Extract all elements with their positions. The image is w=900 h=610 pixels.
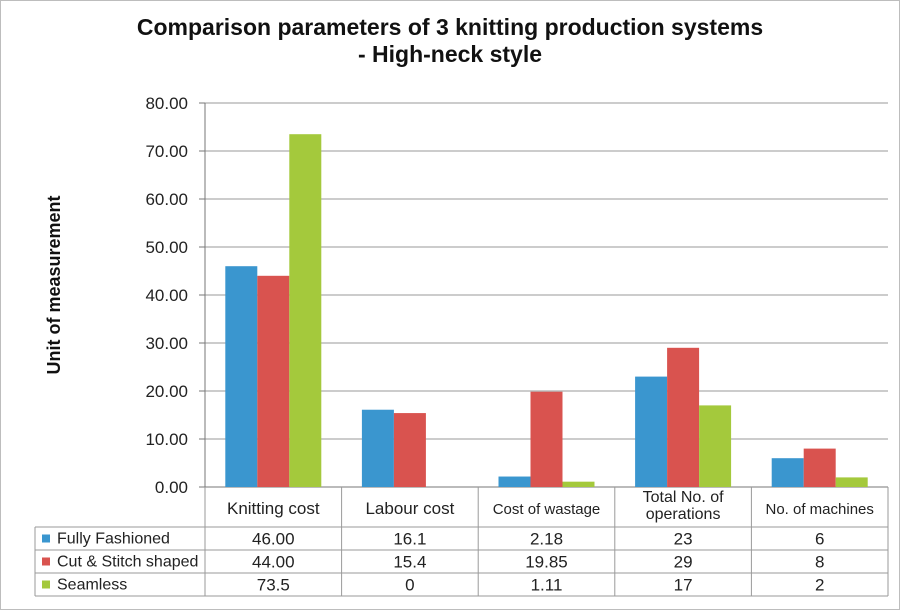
data-label: 2 [815,576,824,595]
bar [635,376,668,487]
bar [667,347,700,487]
data-label: 8 [815,553,824,572]
legend-label: Cut & Stitch shaped [57,554,198,571]
legend-swatch [42,534,50,543]
data-label: 19.85 [525,553,568,572]
bar [257,275,290,487]
y-tick-label: 10.00 [145,430,188,449]
y-tick-label: 40.00 [145,286,188,305]
data-label: 15.4 [393,553,426,572]
bar [699,405,732,487]
bar [803,448,836,487]
legend-swatch [42,580,50,589]
legend-swatch [42,557,50,566]
bar [562,481,595,487]
y-tick-label: 20.00 [145,382,188,401]
bar [835,477,868,487]
chart-subtitle: - High-neck style [358,41,542,67]
data-label: 1.11 [531,576,563,595]
x-tick-label: Knitting cost [227,499,320,518]
chart-title: Comparison parameters of 3 knitting prod… [137,14,763,40]
bar [530,391,563,487]
x-tick-label: Labour cost [365,499,454,518]
y-tick-label: 50.00 [145,238,188,257]
y-tick-label: 80.00 [145,94,188,113]
bar [393,413,426,487]
data-label: 73.5 [257,576,290,595]
y-tick-label: 30.00 [145,334,188,353]
bar [361,409,394,487]
y-axis-label: Unit of measurement [44,195,64,374]
bar [289,134,322,487]
data-label: 17 [674,576,693,595]
bar [771,458,804,487]
bar [498,476,531,487]
data-label: 23 [674,530,693,549]
data-label: 29 [674,553,693,572]
y-tick-label: 60.00 [145,190,188,209]
x-tick-label: No. of machines [766,501,874,518]
data-label: 6 [815,530,824,549]
data-label: 16.1 [393,530,426,549]
data-label: 2.18 [530,530,563,549]
y-tick-label: 0.00 [155,478,188,497]
legend-label: Fully Fashioned [57,531,170,548]
bar [225,266,258,487]
data-label: 0 [405,576,414,595]
legend-label: Seamless [57,577,127,594]
x-tick-label: Cost of wastage [493,501,601,518]
x-tick-label: Total No. of operations [643,489,724,523]
data-label: 46.00 [252,530,295,549]
y-tick-label: 70.00 [145,142,188,161]
data-label: 44.00 [252,553,295,572]
